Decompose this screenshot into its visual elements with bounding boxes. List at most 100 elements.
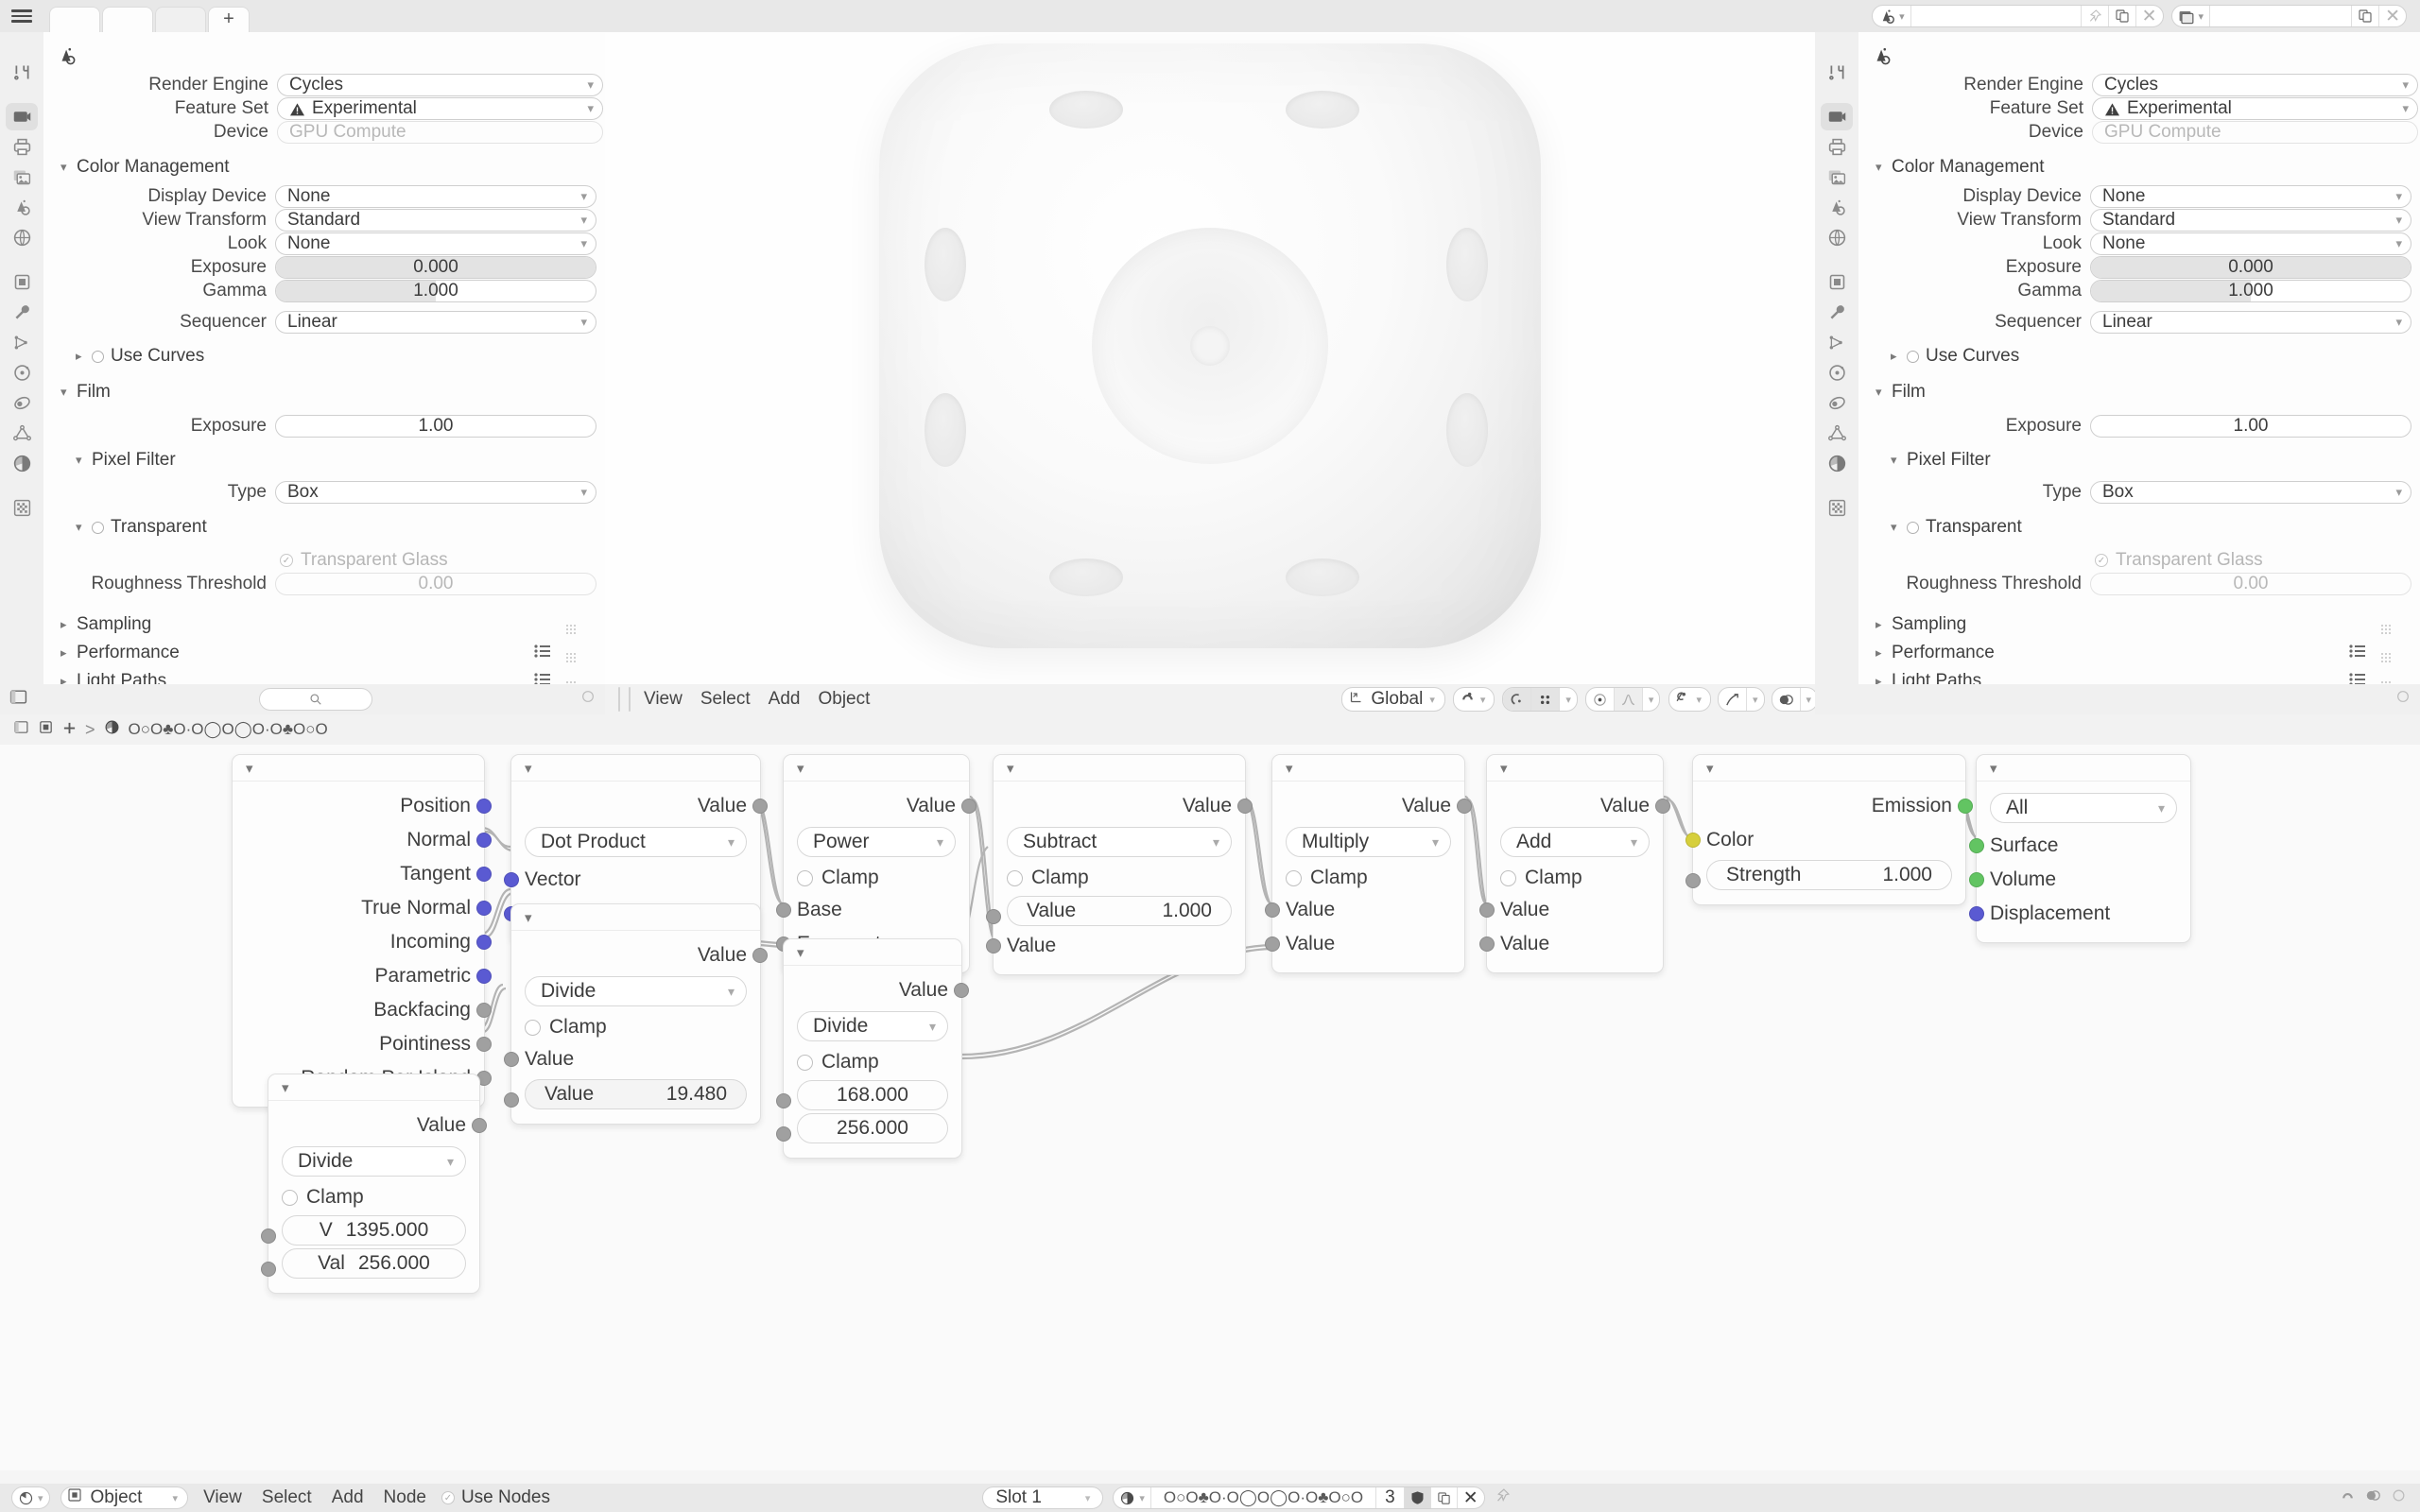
socket-dot[interactable] — [1685, 873, 1701, 888]
drag-grip-icon[interactable] — [2381, 677, 2394, 685]
transparent-checkbox[interactable] — [92, 521, 104, 534]
socket-out-normal[interactable]: Normal — [233, 823, 492, 857]
socket-dot[interactable] — [961, 799, 977, 814]
properties-tab-scene[interactable] — [6, 194, 38, 221]
properties-tab-view-layer[interactable] — [6, 163, 38, 191]
chevron-down-icon[interactable]: ▾ — [1752, 694, 1758, 706]
list-icon[interactable] — [534, 671, 550, 684]
editor-type-shader-button[interactable]: ▾ — [11, 1486, 50, 1509]
clamp-checkbox-row[interactable]: Clamp — [784, 1047, 961, 1077]
node-math-divide-1[interactable]: ▾ Value Divide ▾ Clamp Value Value 19.480 — [504, 903, 768, 1125]
transparent-glass-checkbox[interactable]: ✓ — [280, 554, 293, 567]
operation-dropdown[interactable]: Divide ▾ — [282, 1146, 466, 1177]
unlink-icon[interactable]: ✕ — [1462, 1487, 1478, 1508]
socket-dot[interactable] — [261, 1262, 276, 1277]
row-use-curves[interactable]: ▸ Use Curves — [1858, 346, 2420, 367]
socket-out-value[interactable]: Value — [511, 938, 768, 972]
viewport-3d[interactable]: ▾ Object Mode ▾ View Select Add Object — [605, 32, 1815, 714]
display-device-dropdown[interactable]: None ▾ — [275, 185, 596, 208]
overlays-icon[interactable] — [1772, 688, 1801, 711]
clamp-checkbox-row[interactable]: Clamp — [1487, 863, 1663, 893]
properties-tab-physics[interactable] — [1821, 359, 1853, 387]
properties-tab-world[interactable] — [6, 224, 38, 251]
chevron-down-icon[interactable]: ▾ — [525, 760, 532, 777]
chevron-down-icon[interactable]: ▾ — [1500, 760, 1508, 777]
clamp-checkbox[interactable] — [1007, 869, 1023, 886]
clamp-checkbox-row[interactable]: Clamp — [511, 1012, 760, 1042]
value-field-b[interactable]: 256.000 — [797, 1113, 948, 1143]
proportional-falloff-group[interactable]: ▾ — [1584, 687, 1661, 712]
node-math-divide-2[interactable]: ▾ Value Divide ▾ Clamp 168.000 256.000 — [776, 938, 969, 1159]
socket-out-value[interactable]: Value — [511, 789, 768, 823]
socket-in-surface[interactable]: Surface — [1969, 829, 2190, 863]
pivot-point-icon[interactable] — [1531, 688, 1561, 711]
socket-out-value[interactable]: Value — [1487, 789, 1670, 823]
socket-dot[interactable] — [986, 938, 1001, 954]
socket-dot[interactable] — [776, 902, 791, 918]
proportional-edit-group[interactable]: ▾ — [1502, 687, 1578, 712]
socket-dot[interactable] — [1237, 799, 1253, 814]
socket-in-volume[interactable]: Volume — [1969, 863, 2190, 897]
operation-dropdown[interactable]: Divide ▾ — [525, 976, 747, 1006]
socket-in-value-1[interactable]: Value — [1265, 893, 1464, 927]
overlay-toggle-icon[interactable] — [2365, 1487, 2381, 1509]
socket-out-tangent[interactable]: Tangent — [233, 857, 492, 891]
drag-grip-icon[interactable] — [2381, 648, 2394, 662]
properties-tab-material[interactable] — [1821, 450, 1853, 477]
clamp-checkbox[interactable] — [282, 1189, 298, 1206]
socket-in-displacement[interactable]: Displacement — [1969, 897, 2190, 931]
properties-tab-object[interactable] — [1821, 268, 1853, 296]
target-dropdown[interactable]: All ▾ — [1990, 793, 2177, 823]
look-dropdown[interactable]: None ▾ — [2090, 232, 2411, 255]
socket-dot[interactable] — [776, 1093, 791, 1108]
viewport-menu-add[interactable]: Add — [768, 689, 801, 709]
snap-dropdown[interactable]: ▾ — [1452, 687, 1495, 712]
socket-dot[interactable] — [1457, 799, 1472, 814]
proportional-falloff-curve-icon[interactable] — [1614, 688, 1643, 711]
node-material-output[interactable]: ▾ All ▾ Surface Volume Displacement — [1969, 754, 2191, 943]
section-sampling[interactable]: ▸ Sampling — [43, 610, 605, 639]
section-performance[interactable]: ▸ Performance — [43, 639, 605, 667]
pixel-filter-type-dropdown[interactable]: Box ▾ — [2090, 481, 2411, 504]
node-menu-view[interactable]: View — [203, 1487, 242, 1507]
exposure-slider[interactable]: 0.000 — [275, 256, 596, 279]
properties-tab-particles[interactable] — [6, 329, 38, 356]
clamp-checkbox-row[interactable]: Clamp — [268, 1182, 479, 1212]
node-header[interactable]: ▾ — [784, 939, 961, 966]
properties-options-icon[interactable] — [580, 689, 596, 710]
node-menu-node[interactable]: Node — [383, 1487, 426, 1507]
node-math-multiply[interactable]: ▾ Value Multiply ▾ Clamp Value Value — [1265, 754, 1472, 973]
chevron-down-icon[interactable]: ▾ — [1286, 760, 1293, 777]
sequencer-dropdown[interactable]: Linear ▾ — [275, 311, 596, 334]
socket-out-value[interactable]: Value — [994, 789, 1253, 823]
viewport-menu-object[interactable]: Object — [818, 689, 871, 709]
section-transparent[interactable]: ▾ Transparent — [43, 517, 605, 538]
view-layer-name-field[interactable] — [2210, 6, 2353, 26]
properties-tab-output[interactable] — [6, 133, 38, 161]
clamp-checkbox[interactable] — [1500, 869, 1516, 886]
socket-dot[interactable] — [504, 872, 519, 887]
operation-dropdown[interactable]: Multiply ▾ — [1286, 827, 1451, 857]
editor-type-shader-icon[interactable] — [13, 719, 29, 740]
properties-search-field-left[interactable] — [259, 688, 372, 711]
value-field-a[interactable]: 168.000 — [797, 1080, 948, 1110]
clamp-checkbox-row[interactable]: Clamp — [784, 863, 969, 893]
viewport-canvas[interactable] — [605, 32, 1815, 714]
socket-dot[interactable] — [476, 833, 492, 848]
properties-tab-texture[interactable] — [1821, 494, 1853, 522]
use-nodes-toggle[interactable]: ✓ Use Nodes — [441, 1487, 550, 1508]
properties-tab-render[interactable] — [6, 103, 38, 130]
section-pixel-filter[interactable]: ▾ Pixel Filter — [1858, 450, 2420, 471]
section-performance[interactable]: ▸ Performance — [1858, 639, 2420, 667]
socket-dot[interactable] — [504, 1092, 519, 1108]
film-exposure-field[interactable]: 1.00 — [2090, 415, 2411, 438]
scene-selector[interactable]: ▾ ✕ — [1872, 5, 2164, 27]
operation-dropdown[interactable]: Subtract ▾ — [1007, 827, 1232, 857]
options-icon[interactable] — [2391, 1487, 2407, 1509]
pin-icon[interactable] — [2082, 6, 2109, 26]
chevron-down-icon[interactable]: ▾ — [1706, 760, 1714, 777]
look-dropdown[interactable]: None ▾ — [275, 232, 596, 255]
workspace-tab-3[interactable] — [155, 7, 206, 32]
node-math-divide-3[interactable]: ▾ Value Divide ▾ Clamp V 1395.000 Val 256.0… — [261, 1074, 487, 1294]
socket-in-value-2[interactable]: Value — [1479, 927, 1663, 961]
